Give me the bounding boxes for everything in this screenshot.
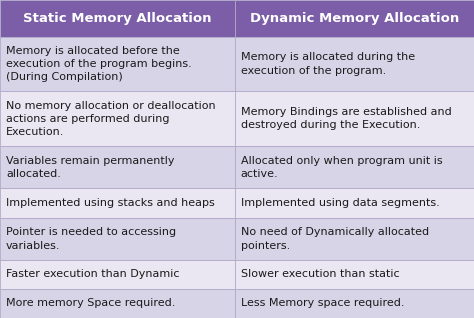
Bar (0, 0, 235, 37)
Bar (0, 289, 235, 318)
Bar (235, 92, 474, 146)
Bar (0, 260, 235, 289)
Text: Static Memory Allocation: Static Memory Allocation (23, 12, 211, 25)
Text: No need of Dynamically allocated
pointers.: No need of Dynamically allocated pointer… (241, 227, 429, 251)
Text: Faster execution than Dynamic: Faster execution than Dynamic (6, 269, 180, 280)
Text: Implemented using stacks and heaps: Implemented using stacks and heaps (6, 198, 215, 208)
Text: More memory Space required.: More memory Space required. (6, 299, 175, 308)
Text: Slower execution than static: Slower execution than static (241, 269, 400, 280)
Text: Variables remain permanently
allocated.: Variables remain permanently allocated. (6, 156, 174, 179)
Bar (0, 37, 235, 91)
Bar (0, 188, 235, 218)
Text: Dynamic Memory Allocation: Dynamic Memory Allocation (250, 12, 459, 25)
Bar (235, 188, 474, 218)
Bar (0, 146, 235, 188)
Bar (0, 92, 235, 146)
Bar (0, 218, 235, 260)
Text: Pointer is needed to accessing
variables.: Pointer is needed to accessing variables… (6, 227, 176, 251)
Bar (235, 260, 474, 289)
Text: Less Memory space required.: Less Memory space required. (241, 299, 404, 308)
Bar (235, 218, 474, 260)
Text: No memory allocation or deallocation
actions are performed during
Execution.: No memory allocation or deallocation act… (6, 101, 216, 137)
Text: Memory Bindings are established and
destroyed during the Execution.: Memory Bindings are established and dest… (241, 107, 452, 130)
Text: Implemented using data segments.: Implemented using data segments. (241, 198, 439, 208)
Bar (235, 289, 474, 318)
Bar (235, 146, 474, 188)
Text: Allocated only when program unit is
active.: Allocated only when program unit is acti… (241, 156, 442, 179)
Bar (235, 37, 474, 91)
Text: Memory is allocated before the
execution of the program begins.
(During Compilat: Memory is allocated before the execution… (6, 46, 192, 82)
Text: Memory is allocated during the
execution of the program.: Memory is allocated during the execution… (241, 52, 415, 76)
Bar (235, 0, 474, 37)
